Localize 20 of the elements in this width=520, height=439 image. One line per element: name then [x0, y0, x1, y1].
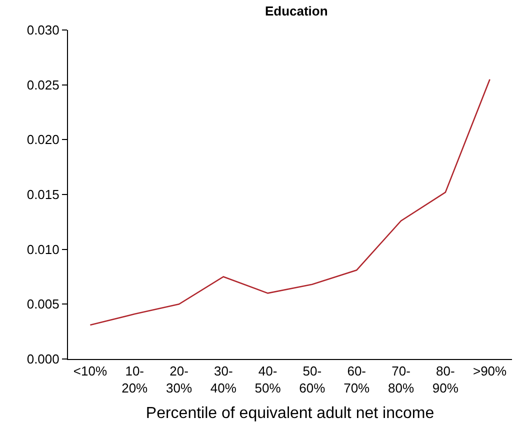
y-tick-label: 0.005: [26, 296, 60, 312]
y-tick-label: 0.025: [26, 77, 60, 92]
x-tick-label: 20-30%: [166, 364, 192, 396]
chart-title: Education: [264, 4, 328, 19]
y-tick-label: 0.010: [26, 242, 60, 257]
y-tick-label: 0.020: [26, 132, 60, 148]
x-tick-label: 80-90%: [432, 364, 459, 396]
x-tick-label: 30-40%: [210, 364, 237, 396]
x-tick-label: 60-70%: [344, 364, 370, 396]
x-tick-label: 10-20%: [122, 364, 148, 396]
y-tick-label: 0.030: [26, 22, 60, 38]
x-tick-label: >90%: [472, 364, 508, 379]
x-tick-label: <10%: [73, 364, 108, 379]
x-tick-label: 50-60%: [299, 364, 326, 396]
x-tick-label: 40-50%: [254, 364, 282, 396]
y-tick-label: 0.015: [26, 187, 60, 202]
line-series: [90, 78, 490, 326]
y-tick-label: 0.000: [26, 352, 60, 367]
x-axis-title: Percentile of equivalent adult net income: [146, 405, 434, 422]
x-tick-label: 70-80%: [388, 364, 414, 396]
